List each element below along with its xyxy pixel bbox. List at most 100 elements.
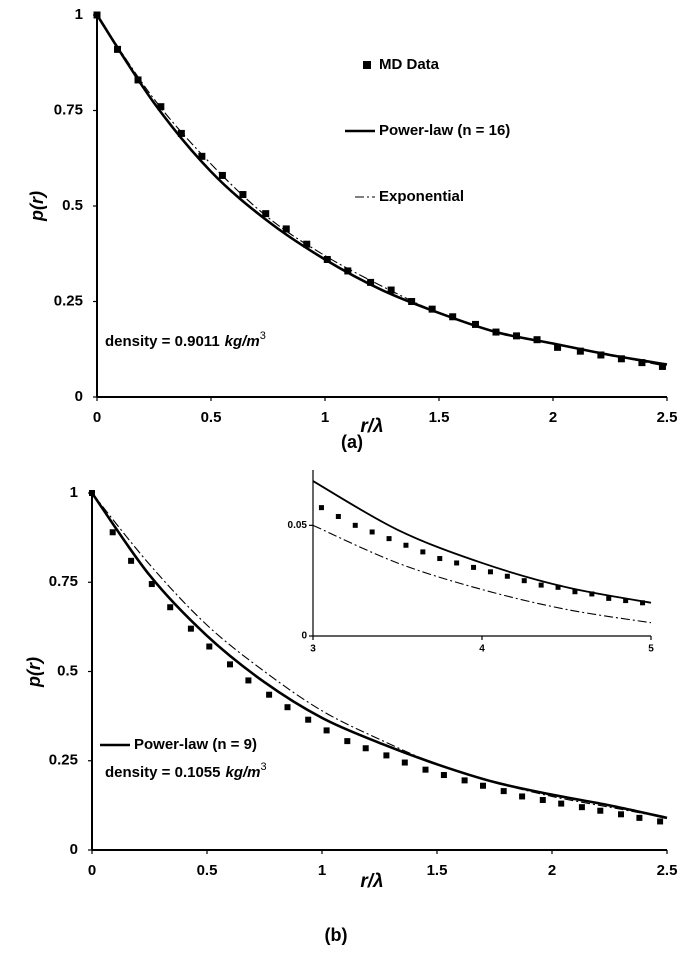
data-point (344, 738, 351, 745)
data-point (538, 582, 544, 588)
inset-chart: 0 0.05 3 4 5 (288, 470, 654, 655)
data-point (636, 814, 643, 821)
data-point (471, 320, 479, 328)
data-point (344, 267, 352, 275)
data-point (554, 343, 562, 351)
x-tick-label: 5 (648, 644, 654, 655)
data-point (617, 355, 625, 363)
data-point (555, 584, 561, 590)
x-tick-label: 1 (321, 409, 329, 426)
data-point (519, 793, 526, 800)
y-tick-label: 0.75 (54, 101, 83, 118)
data-point (657, 818, 664, 825)
data-point (578, 804, 585, 811)
x-tick-label: 4 (479, 644, 485, 655)
x-tick-label: 2.5 (657, 862, 678, 879)
annotation-text: density = 0.9011 (105, 333, 220, 350)
data-point (367, 278, 375, 286)
x-tick-label: 0.5 (197, 862, 218, 879)
y-tick-label: 0 (301, 631, 307, 642)
x-tick-label: 2.5 (657, 409, 678, 426)
annotation-unit-power: 3 (260, 330, 266, 342)
y-tick-label: 0.05 (288, 520, 308, 531)
data-point (480, 782, 486, 789)
x-axis-label: r/λ (360, 416, 383, 437)
x-tick-label: 3 (310, 644, 316, 655)
annotation-unit-power: 3 (261, 761, 267, 773)
data-point (305, 716, 312, 723)
x-tick-label: 0 (88, 862, 96, 879)
data-point (597, 807, 604, 814)
x-tick-label: 0 (93, 409, 101, 426)
panel-label: (a) (341, 432, 363, 452)
x-tick-label: 1 (318, 862, 326, 879)
y-tick-label: 0 (70, 841, 78, 858)
data-point (420, 549, 426, 555)
x-tick-label: 2 (548, 862, 556, 879)
data-point (245, 677, 252, 684)
series-line (312, 524, 652, 624)
series-line (95, 14, 668, 366)
data-point (440, 772, 447, 779)
data-point (387, 286, 395, 294)
data-point (266, 691, 273, 698)
annotation: density = 0.1055 kg/m3 (105, 761, 267, 781)
data-point (437, 556, 443, 562)
y-tick-label: 0.25 (49, 752, 78, 769)
data-point (597, 351, 605, 359)
data-point (618, 811, 624, 818)
data-point (227, 661, 233, 668)
y-tick-label: 0.5 (62, 197, 83, 214)
data-point (606, 595, 612, 601)
data-point (401, 759, 408, 766)
data-point (471, 564, 477, 570)
data-point (576, 347, 584, 355)
data-point (422, 766, 429, 773)
data-point (198, 152, 206, 160)
annotation-unit: kg/m (225, 333, 260, 350)
data-point (487, 569, 493, 575)
panel-label: (b) (325, 925, 348, 945)
y-tick-label: 0 (75, 388, 83, 405)
legend-marker (363, 61, 371, 69)
data-point (206, 643, 213, 650)
data-point (362, 745, 369, 752)
data-point (148, 581, 155, 588)
annotation-unit: kg/m (226, 764, 261, 781)
data-point (284, 704, 291, 711)
annotation-text: density = 0.1055 (105, 764, 221, 781)
y-tick-label: 0.75 (49, 573, 78, 590)
x-tick-label: 1.5 (427, 862, 448, 879)
data-point (323, 727, 330, 734)
data-point (623, 598, 629, 604)
y-tick-label: 1 (75, 6, 83, 23)
chart-panel: 0 0.25 0.5 0.75 1 0 0.5 1 1.5 2 2.5 r/λ p(r) (a) densi… (27, 6, 678, 452)
legend-label: Power-law (n = 9) (134, 736, 257, 753)
x-tick-label: 0.5 (201, 409, 222, 426)
x-tick-label: 1.5 (429, 409, 450, 426)
data-point (282, 225, 290, 233)
y-tick-label: 0.5 (57, 662, 78, 679)
series-line (96, 14, 668, 367)
series-line (312, 480, 652, 604)
legend-label: Power-law (n = 16) (379, 122, 510, 139)
data-point (558, 800, 565, 807)
data-point (167, 604, 174, 611)
inset-background (313, 470, 651, 636)
series-line (91, 492, 668, 819)
data-point (386, 536, 392, 542)
data-point (539, 797, 546, 804)
data-point (352, 522, 358, 528)
data-point (335, 513, 341, 519)
data-point (403, 542, 409, 548)
x-tick-label: 2 (549, 409, 557, 426)
data-point (262, 210, 270, 218)
data-point (572, 589, 578, 595)
data-point (109, 529, 116, 536)
data-point (638, 359, 646, 367)
data-point (239, 191, 247, 199)
data-point (177, 129, 185, 137)
y-axis-label: p(r) (27, 191, 47, 222)
data-point (504, 573, 510, 579)
